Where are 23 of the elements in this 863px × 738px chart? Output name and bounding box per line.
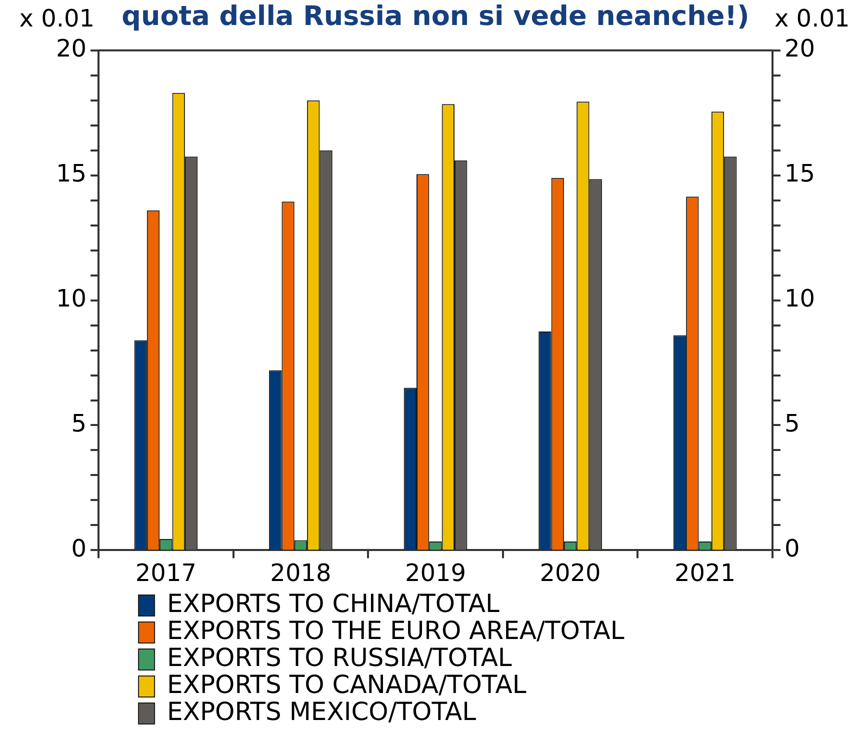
y-axis-title: x 0.01 — [19, 4, 95, 33]
y2-tick-label: 10 — [784, 284, 816, 313]
y-tick-label: 10 — [56, 284, 87, 313]
x-tick-label: 2017 — [135, 558, 196, 587]
x-tick-label: 2019 — [404, 558, 466, 587]
legend-label: EXPORTS TO RUSSIA/TOTAL — [167, 643, 512, 672]
y2-tick-label: 5 — [784, 409, 800, 438]
y2-tick-label: 15 — [784, 160, 816, 188]
y2-axis-title: x 0.01 — [774, 4, 850, 33]
y-tick-label: 15 — [56, 160, 87, 188]
legend-label: EXPORTS TO CHINA/TOTAL — [167, 589, 500, 618]
y-tick-label: 5 — [71, 409, 87, 438]
x-tick-label: 2018 — [270, 558, 332, 587]
y2-tick-label: 20 — [784, 34, 816, 63]
y-tick-label: 20 — [56, 34, 87, 63]
y2-tick-label: 0 — [784, 534, 800, 562]
legend-label: EXPORTS TO THE EURO AREA/TOTAL — [167, 616, 624, 645]
x-tick-label: 2020 — [540, 558, 601, 587]
legend-label: EXPORTS MEXICO/TOTAL — [167, 697, 476, 726]
chart-title: quota della Russia non si vede neanche!) — [122, 1, 750, 32]
legend-label: EXPORTS TO CANADA/TOTAL — [167, 670, 526, 699]
x-tick-label: 2021 — [674, 558, 736, 587]
y-tick-label: 0 — [71, 534, 87, 562]
